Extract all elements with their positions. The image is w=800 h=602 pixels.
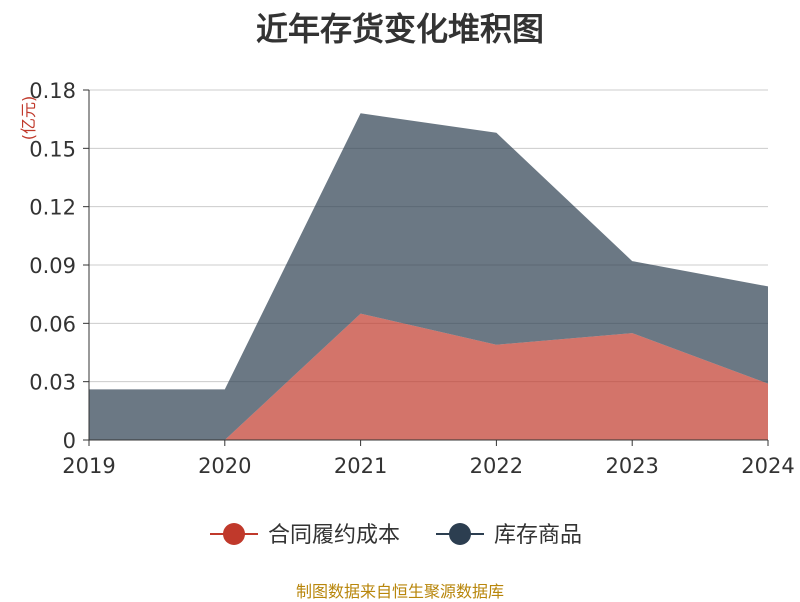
y-tick-label: 0.03	[29, 371, 76, 395]
x-tick-label: 2021	[334, 454, 387, 478]
area-layer	[89, 113, 768, 441]
chart-title: 近年存货变化堆积图	[255, 10, 544, 48]
y-tick-label: 0.18	[29, 79, 76, 103]
axis-layer: 0 0.03 0.06 0.09 0.12 0.15 0.18 2019 2020 2021 202…	[29, 79, 794, 478]
legend-marker	[449, 523, 471, 545]
y-tick-label: 0	[63, 429, 76, 453]
area-series-0[interactable]	[89, 313, 768, 440]
legend-item-0[interactable]: 合同履约成本	[210, 523, 400, 548]
legend-label: 库存商品	[494, 523, 582, 548]
legend-marker	[223, 523, 245, 545]
area-series-1[interactable]	[89, 113, 768, 441]
source-note: 制图数据来自恒生聚源数据库	[295, 582, 504, 601]
x-tick-label: 2022	[470, 454, 523, 478]
y-tick-label: 0.09	[29, 254, 76, 278]
x-tick-label: 2023	[605, 454, 658, 478]
legend-item-1[interactable]: 库存商品	[436, 523, 582, 548]
y-unit-label: (亿元)	[19, 96, 38, 141]
x-tick-label: 2020	[198, 454, 251, 478]
y-tick-label: 0.06	[29, 312, 76, 336]
y-tick-label: 0.15	[29, 137, 76, 161]
legend[interactable]: 合同履约成本 库存商品	[210, 523, 582, 548]
y-tick-label: 0.12	[29, 196, 76, 220]
x-tick-label: 2024	[741, 454, 794, 478]
x-tick-label: 2019	[62, 454, 115, 478]
legend-label: 合同履约成本	[268, 523, 400, 548]
